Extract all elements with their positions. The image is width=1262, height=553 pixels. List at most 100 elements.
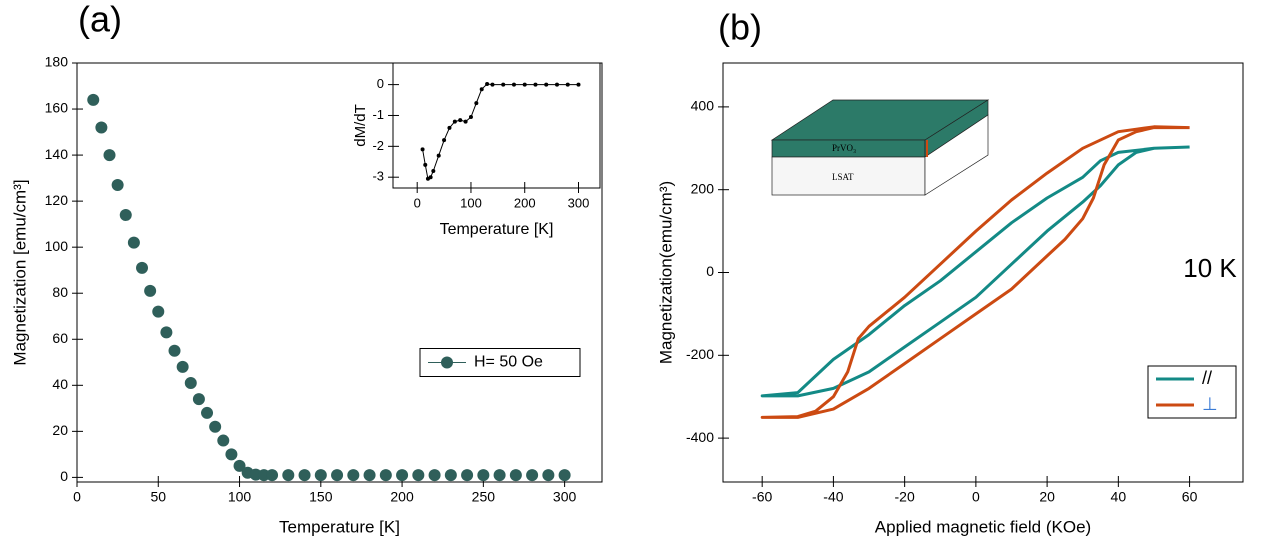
panel-label: (a) xyxy=(78,0,122,40)
data-point xyxy=(461,469,474,482)
data-point xyxy=(554,82,559,87)
data-point xyxy=(474,101,479,106)
x-tick-label: 150 xyxy=(309,489,333,505)
data-point xyxy=(103,149,116,162)
data-point xyxy=(347,469,360,482)
data-point xyxy=(444,469,457,482)
data-point xyxy=(160,326,173,339)
data-point xyxy=(379,469,392,482)
y-tick-label: -2 xyxy=(372,138,384,153)
data-point xyxy=(542,469,555,482)
y-tick-label: 0 xyxy=(60,468,68,484)
data-point xyxy=(420,147,425,152)
y-axis-label: Magnetization [emu/cm³] xyxy=(10,179,29,365)
y-tick-label: -400 xyxy=(686,429,714,445)
y-tick-label: 180 xyxy=(45,54,69,70)
x-axis-label: Temperature [K] xyxy=(279,517,400,536)
x-tick-label: 0 xyxy=(972,489,980,505)
x-tick-label: 0 xyxy=(73,489,81,505)
data-point xyxy=(501,82,506,87)
data-point xyxy=(544,82,549,87)
data-point xyxy=(233,459,246,472)
data-point xyxy=(136,261,149,274)
substrate-diagram: PrVO₃ LSAT xyxy=(770,99,990,196)
x-tick-label: -40 xyxy=(823,489,843,505)
data-point xyxy=(428,469,441,482)
y-tick-label: 20 xyxy=(52,422,68,438)
x-tick-label: -20 xyxy=(895,489,915,505)
data-point xyxy=(225,448,238,461)
data-point xyxy=(485,81,490,86)
data-point xyxy=(511,82,516,87)
data-point xyxy=(558,469,571,482)
x-tick-label: 50 xyxy=(150,489,166,505)
inset-background xyxy=(393,63,600,188)
legend-box xyxy=(1147,365,1237,419)
y-tick-label: 140 xyxy=(45,146,69,162)
legend-label: // xyxy=(1202,368,1212,388)
y-tick-label: 40 xyxy=(52,376,68,392)
data-point xyxy=(477,469,490,482)
panel-label: (b) xyxy=(718,7,762,48)
data-point xyxy=(331,469,344,482)
x-tick-label: -60 xyxy=(752,489,772,505)
x-tick-label: 200 xyxy=(390,489,414,505)
y-tick-label: 200 xyxy=(691,180,715,196)
y-tick-label: 160 xyxy=(45,100,69,116)
data-point xyxy=(282,469,295,482)
data-point xyxy=(412,469,425,482)
y-axis-label: dM/dT xyxy=(352,104,369,147)
legend-marker xyxy=(441,356,453,369)
data-point xyxy=(217,434,230,447)
y-tick-label: 100 xyxy=(45,238,69,254)
data-point xyxy=(192,393,205,406)
y-tick-label: 0 xyxy=(377,76,384,91)
data-point xyxy=(314,469,327,482)
x-tick-label: 200 xyxy=(514,195,536,210)
layer-label: PrVO₃ xyxy=(832,143,856,153)
data-point xyxy=(119,208,132,221)
x-tick-label: 300 xyxy=(553,489,577,505)
chart: 0 50 100 150 200 250 300 0 20 40 60 80 100 120 140 160 1… xyxy=(10,0,603,536)
data-point xyxy=(298,469,311,482)
data-point xyxy=(201,406,214,419)
data-point xyxy=(423,162,428,167)
data-point xyxy=(87,93,100,106)
data-point xyxy=(152,305,165,318)
data-point xyxy=(442,138,447,143)
y-tick-label: 0 xyxy=(706,263,714,279)
data-point xyxy=(176,360,189,373)
data-point xyxy=(522,82,527,87)
x-axis-label: Applied magnetic field (KOe) xyxy=(875,517,1091,536)
x-tick-label: 100 xyxy=(228,489,252,505)
data-point xyxy=(533,82,538,87)
x-tick-label: 60 xyxy=(1182,489,1198,505)
plot-frame xyxy=(392,62,601,189)
data-point xyxy=(447,125,452,130)
legend-label: ⊥ xyxy=(1202,394,1218,414)
data-point xyxy=(526,469,539,482)
data-point xyxy=(490,82,495,87)
x-tick-label: 20 xyxy=(1039,489,1055,505)
x-tick-label: 100 xyxy=(460,195,482,210)
x-tick-label: 250 xyxy=(472,489,496,505)
legend-label: H= 50 Oe xyxy=(474,354,543,371)
y-tick-label: 400 xyxy=(691,98,715,114)
data-point xyxy=(127,236,140,249)
data-point xyxy=(565,82,570,87)
substrate-side xyxy=(924,114,989,196)
data-point xyxy=(396,469,409,482)
x-tick-label: 40 xyxy=(1111,489,1127,505)
data-point xyxy=(458,118,463,123)
y-tick-label: -200 xyxy=(686,346,714,362)
data-point xyxy=(428,175,433,180)
data-point xyxy=(144,284,157,297)
data-point xyxy=(576,82,581,87)
data-line xyxy=(760,145,1190,398)
data-point xyxy=(493,469,506,482)
layer-label: LSAT xyxy=(832,172,854,182)
data-point xyxy=(184,377,197,390)
data-point xyxy=(95,121,108,134)
data-point xyxy=(436,153,441,158)
